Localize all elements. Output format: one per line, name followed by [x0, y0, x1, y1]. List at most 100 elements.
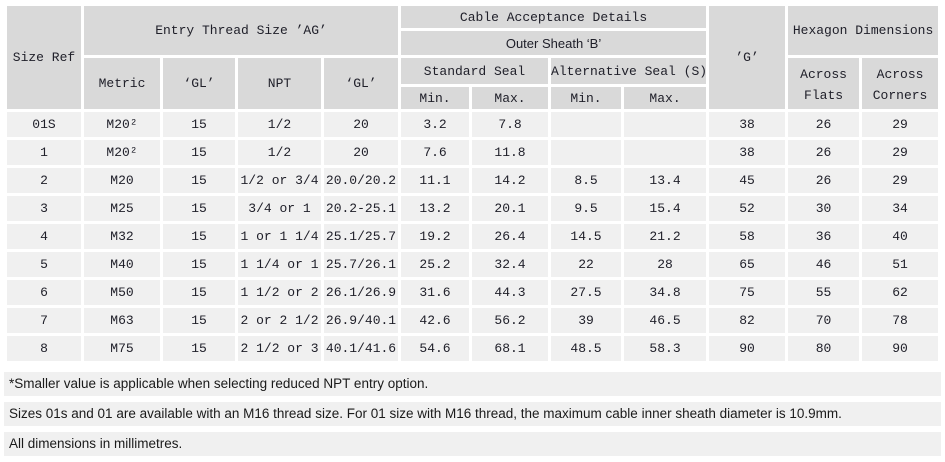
table-cell: 22 [551, 252, 622, 277]
specs-table: Size Ref Entry Thread Size ’AG’ Cable Ac… [4, 3, 941, 364]
table-cell: 15 [163, 112, 235, 137]
table-cell: 20.0/20.2 [324, 168, 399, 193]
table-cell: 3 [7, 196, 81, 221]
table-cell: 1 1/2 or 2 [238, 280, 321, 305]
table-cell: 15 [163, 196, 235, 221]
header-standard-seal: Standard Seal [401, 58, 549, 84]
table-cell: 65 [709, 252, 786, 277]
table-cell: 15 [163, 280, 235, 305]
table-cell: 2 1/2 or 3 [238, 336, 321, 361]
table-cell: 20.2-25.1 [324, 196, 399, 221]
table-cell: 11.8 [472, 140, 549, 165]
header-standard-max: Max. [472, 87, 549, 109]
table-cell: 1 [7, 140, 81, 165]
table-cell: 80 [788, 336, 860, 361]
table-cell: 1 1/4 or 1 [238, 252, 321, 277]
table-cell: 25.7/26.1 [324, 252, 399, 277]
table-row: 7 M63 15 2 or 2 1/2 26.9/40.1 42.6 56.2 39 46.5 8… [7, 308, 939, 333]
table-cell: 7 [7, 308, 81, 333]
table-cell: 36 [788, 224, 860, 249]
table-cell: 90 [709, 336, 786, 361]
table-cell: 8 [7, 336, 81, 361]
table-cell: 26 [788, 168, 860, 193]
table-cell: 62 [862, 280, 939, 305]
table-cell: 56.2 [472, 308, 549, 333]
table-row: 1 M20² 15 1/2 20 7.6 11.8 38 26 29 [7, 140, 939, 165]
table-cell: 2 or 2 1/2 [238, 308, 321, 333]
table-cell: M63 [84, 308, 160, 333]
table-row: 6 M50 15 1 1/2 or 2 26.1/26.9 31.6 44.3 27.5 34.… [7, 280, 939, 305]
table-cell: 68.1 [472, 336, 549, 361]
table-cell: 44.3 [472, 280, 549, 305]
header-gl-1: ‘GL’ [163, 58, 235, 109]
header-row-4: Min. Max. Min. Max. [7, 87, 938, 109]
header-metric: Metric [84, 58, 160, 109]
footnote-m16-thread: Sizes 01s and 01 are available with an M… [4, 402, 941, 426]
header-cable-acceptance-details: Cable Acceptance Details [401, 6, 707, 28]
table-cell: 6 [7, 280, 81, 305]
table-cell: M20² [84, 140, 160, 165]
table-cell: 26 [788, 112, 860, 137]
table-cell: 51 [862, 252, 939, 277]
table-cell: 25.1/25.7 [324, 224, 399, 249]
table-cell: 20 [324, 112, 399, 137]
table-cell: 38 [709, 112, 786, 137]
table-cell: 45 [709, 168, 786, 193]
header-outer-sheath: Outer Sheath ‘B’ [401, 31, 707, 55]
table-cell: 13.4 [624, 168, 707, 193]
table-cell: 82 [709, 308, 786, 333]
table-cell: 15 [163, 140, 235, 165]
table-cell: 14.2 [472, 168, 549, 193]
table-cell: 1 or 1 1/4 [238, 224, 321, 249]
table-cell: 52 [709, 196, 786, 221]
table-cell: M25 [84, 196, 160, 221]
table-cell: 31.6 [401, 280, 470, 305]
table-cell: 11.1 [401, 168, 470, 193]
table-cell: 2 [7, 168, 81, 193]
table-cell: 40 [862, 224, 939, 249]
header-alternative-min: Min. [551, 87, 622, 109]
table-cell: 46.5 [624, 308, 707, 333]
table-cell: 15.4 [624, 196, 707, 221]
across-corners-label: Across Corners [872, 66, 928, 103]
table-cell: M20 [84, 168, 160, 193]
table-cell: M32 [84, 224, 160, 249]
table-row: 01S M20² 15 1/2 20 3.2 7.8 38 26 29 [7, 112, 939, 137]
table-cell: M50 [84, 280, 160, 305]
table-cell: M20² [84, 112, 160, 137]
table-cell: 38 [709, 140, 786, 165]
table-cell [624, 112, 707, 137]
table-cell: 29 [862, 112, 939, 137]
header-hexagon-dimensions: Hexagon Dimensions [788, 6, 939, 55]
table-cell: 26 [788, 140, 860, 165]
table-cell: 15 [163, 224, 235, 249]
table-cell: 26.1/26.9 [324, 280, 399, 305]
across-flats-label: Across Flats [800, 66, 847, 103]
table-cell: 3/4 or 1 [238, 196, 321, 221]
footnote-npt-option: *Smaller value is applicable when select… [4, 372, 941, 396]
table-body: 01S M20² 15 1/2 20 3.2 7.8 38 26 29 1 M20² 15 1/2 20 7.… [7, 112, 939, 361]
table-cell: 58.3 [624, 336, 707, 361]
header-g: ’G’ [709, 6, 786, 109]
table-cell: 29 [862, 140, 939, 165]
table-cell: 46 [788, 252, 860, 277]
table-cell: 14.5 [551, 224, 622, 249]
header-across-corners: Across Corners [862, 58, 939, 109]
table-cell: 19.2 [401, 224, 470, 249]
table-cell: 42.6 [401, 308, 470, 333]
table-cell: 55 [788, 280, 860, 305]
table-cell: 15 [163, 252, 235, 277]
table-cell: 26.4 [472, 224, 549, 249]
table-cell: 13.2 [401, 196, 470, 221]
header-entry-thread-size: Entry Thread Size ’AG’ [84, 6, 399, 55]
table-cell: 75 [709, 280, 786, 305]
header-row-3: Metric ‘GL’ NPT ‘GL’ Standard Seal Alter… [7, 58, 939, 109]
table-cell [551, 112, 622, 137]
table-row: 3 M25 15 3/4 or 1 20.2-25.1 13.2 20.1 9.5 15.4 52… [7, 196, 939, 221]
table-cell: 39 [551, 308, 622, 333]
footnotes: *Smaller value is applicable when select… [4, 372, 941, 456]
table-cell: 15 [163, 168, 235, 193]
table-cell: 8.5 [551, 168, 622, 193]
table-cell: 70 [788, 308, 860, 333]
table-cell: M75 [84, 336, 160, 361]
